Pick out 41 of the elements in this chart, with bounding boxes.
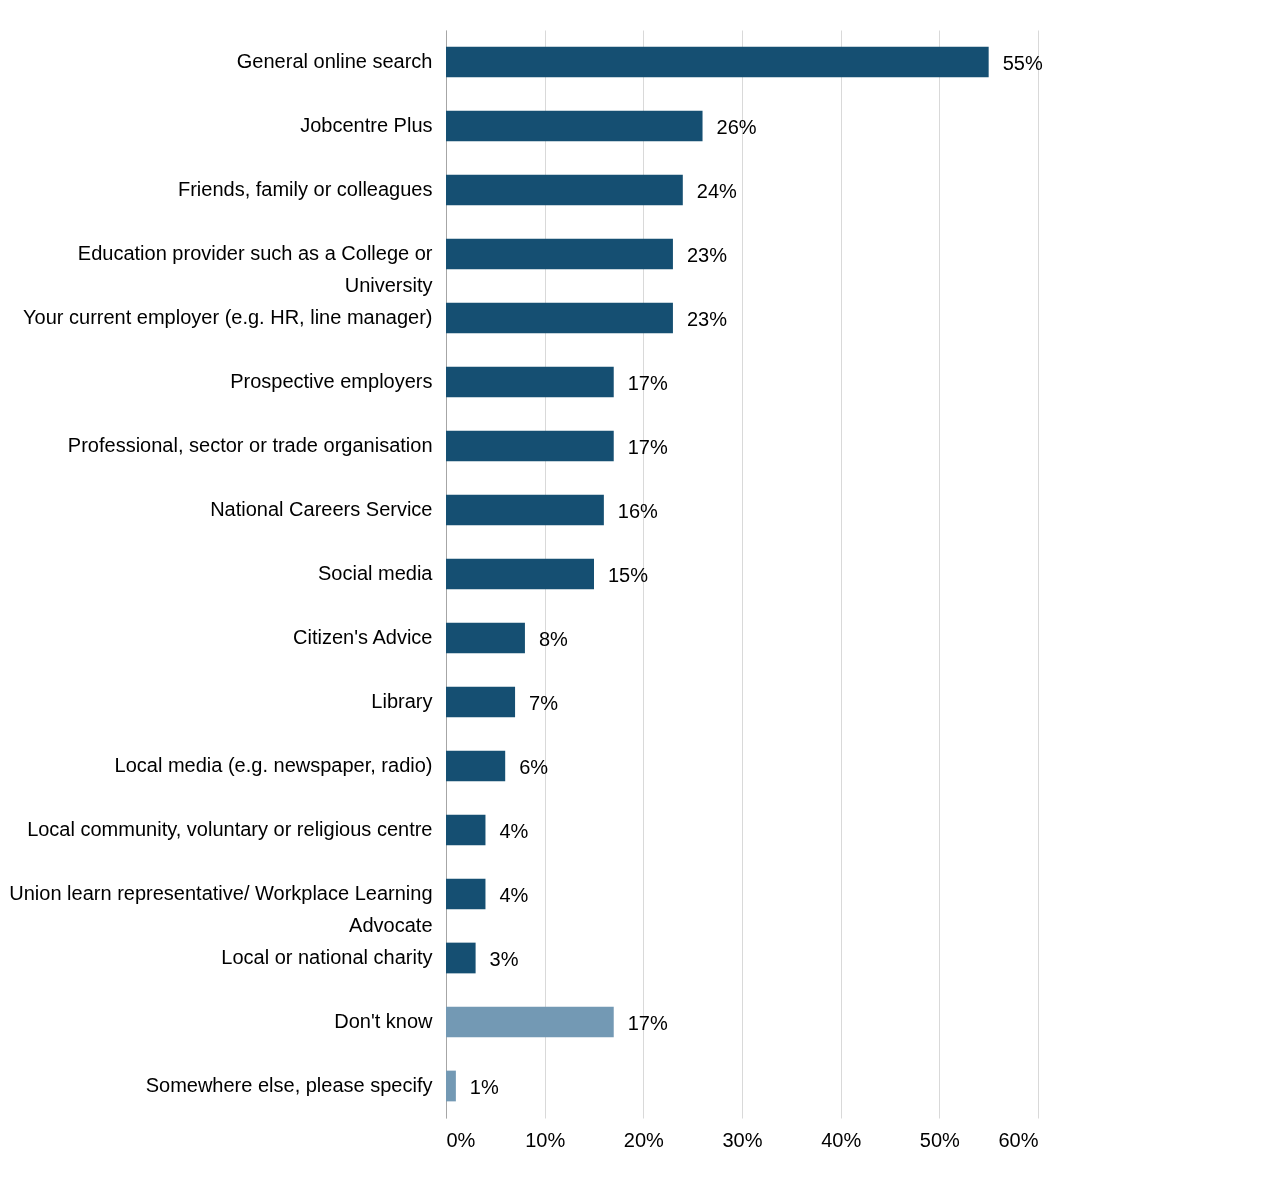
data-label: 8% <box>538 628 569 650</box>
y-tick-label: Local community, voluntary or religious centre <box>27 818 433 840</box>
y-tick-label: Somewhere else, please specify <box>145 1074 433 1096</box>
x-tick-label: 60% <box>998 1128 1039 1151</box>
y-tick-label: Library <box>371 690 433 712</box>
data-label: 1% <box>469 1076 499 1098</box>
y-tick-label: Union learn representative/ Workplace Learning Advocate <box>9 882 433 936</box>
data-label: 6% <box>519 756 549 778</box>
data-label: 15% <box>608 564 649 586</box>
data-label: 24% <box>696 180 738 202</box>
x-tick-label: 40% <box>821 1128 862 1151</box>
x-tick-label: 0% <box>446 1128 476 1151</box>
y-tick-label: General online search <box>236 50 433 72</box>
y-tick-label: Professional, sector or trade organisation <box>67 434 433 456</box>
y-tick-label: Local media (e.g. newspaper, radio) <box>114 754 433 776</box>
data-label: 3% <box>489 948 519 970</box>
y-tick-label: Citizen's Advice <box>293 626 433 648</box>
y-tick-label: Social media <box>317 562 434 584</box>
y-tick-label: Education provider such as a College or University <box>77 242 433 296</box>
y-tick-label: Friends, family or colleagues <box>177 178 433 200</box>
data-label: 26% <box>716 116 757 138</box>
data-label: 16% <box>617 500 659 522</box>
data-label: 7% <box>529 692 559 714</box>
data-label: 17% <box>627 436 668 458</box>
data-label: 17% <box>627 1012 668 1034</box>
y-tick-label: Don't know <box>334 1010 434 1032</box>
data-label: 55% <box>1002 52 1043 74</box>
x-tick-label: 20% <box>623 1128 665 1151</box>
y-tick-label: Your current employer (e.g. HR, line manager) <box>23 306 433 328</box>
x-tick-label: 50% <box>919 1128 961 1151</box>
y-tick-label: Local or national charity <box>221 946 433 968</box>
data-label: 23% <box>686 244 728 266</box>
x-tick-label: 30% <box>722 1128 763 1151</box>
data-label: 23% <box>686 308 728 330</box>
x-tick-label: 10% <box>525 1128 566 1151</box>
y-tick-label: Prospective employers <box>230 370 433 392</box>
data-label: 17% <box>627 372 668 394</box>
data-label: 4% <box>499 884 529 906</box>
y-tick-label: National Careers Service <box>210 498 433 520</box>
data-label: 4% <box>499 820 529 842</box>
y-tick-label: Jobcentre Plus <box>300 114 433 136</box>
